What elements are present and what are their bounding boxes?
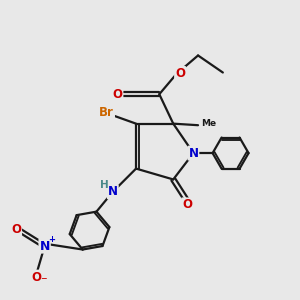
Text: N: N — [108, 185, 118, 198]
Text: N: N — [39, 240, 50, 253]
Text: H: H — [100, 180, 109, 190]
Text: O: O — [182, 198, 192, 212]
Text: Br: Br — [99, 106, 114, 119]
Text: +: + — [48, 235, 55, 244]
Text: O: O — [11, 224, 21, 236]
Text: N: N — [188, 147, 198, 160]
Text: ⁻: ⁻ — [40, 274, 46, 288]
Text: Me: Me — [201, 119, 216, 128]
Text: O: O — [175, 67, 185, 80]
Text: O: O — [112, 88, 122, 101]
Text: O: O — [32, 271, 42, 284]
